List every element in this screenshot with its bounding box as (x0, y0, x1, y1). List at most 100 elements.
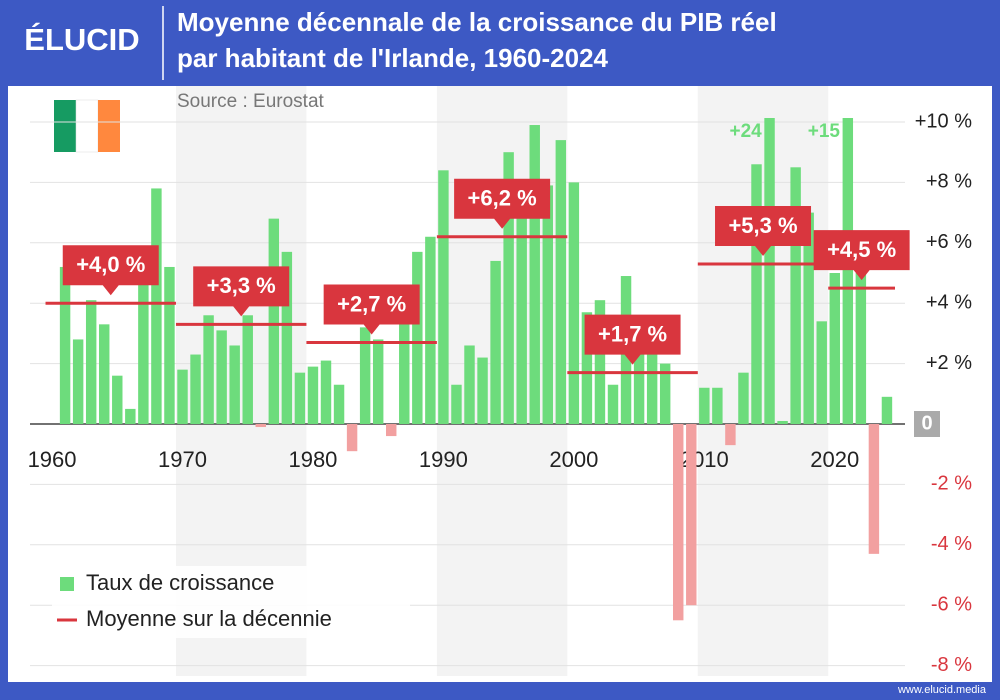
bar (816, 321, 827, 424)
bar (281, 251, 293, 424)
flag (54, 99, 120, 153)
bar (516, 197, 527, 424)
bar (386, 424, 397, 437)
bar (529, 125, 540, 425)
bar (203, 315, 214, 424)
bar (190, 354, 201, 424)
label-box (813, 230, 910, 281)
bar (138, 266, 149, 424)
y-tick-label: -6 % (931, 593, 972, 615)
y-tick-label: -8 % (931, 654, 972, 676)
title: par habitant de l'Irlande, 1960-2024 (177, 43, 609, 73)
bar (333, 384, 345, 424)
average-label: +1,7 % (598, 321, 667, 346)
bar (881, 396, 893, 424)
y-tick-label: +4 % (926, 291, 972, 313)
bar (725, 424, 736, 446)
bar (85, 300, 97, 424)
y-tick-label: +8 % (926, 171, 972, 193)
average-label: +2,7 % (337, 291, 406, 316)
label-box (454, 178, 551, 229)
bar (607, 384, 619, 424)
average-label: +4,5 % (827, 237, 896, 262)
bar (464, 345, 475, 424)
legend-box (52, 566, 410, 638)
bar (790, 167, 801, 425)
y-tick-label: +10 % (915, 110, 972, 132)
bar (255, 424, 266, 428)
bar (777, 420, 788, 424)
bar (268, 218, 280, 424)
bar (712, 387, 723, 424)
bar (216, 330, 227, 424)
bar (659, 363, 671, 424)
bar (99, 324, 110, 424)
x-tick-label: 1970 (158, 447, 207, 472)
bar (372, 339, 384, 424)
label-box (715, 205, 812, 256)
average-label: +6,2 % (468, 186, 537, 211)
bar (542, 185, 553, 424)
bar (320, 360, 332, 424)
x-tick-label: 1980 (288, 447, 337, 472)
y-tick-label: -4 % (931, 533, 972, 555)
y-tick-label: -2 % (931, 473, 972, 495)
bar (633, 348, 645, 424)
x-tick-label: 2000 (549, 447, 598, 472)
bar (151, 188, 162, 424)
bar-label: +15 (808, 121, 841, 142)
bar (72, 339, 84, 424)
bar (438, 170, 449, 424)
average-label: +4,0 % (76, 252, 145, 277)
bar (359, 327, 371, 424)
bar (490, 260, 501, 424)
bar (59, 266, 71, 424)
legend-label: Taux de croissance (86, 570, 274, 595)
bar (503, 152, 514, 424)
y-tick-label: +6 % (926, 231, 972, 253)
y-tick-label: 0 (921, 412, 932, 434)
source: Source : Eurostat (177, 91, 325, 112)
label-box (193, 266, 290, 317)
bar (568, 182, 580, 424)
bar (177, 369, 188, 424)
bar (451, 384, 462, 424)
bar (868, 424, 880, 554)
average-label: +5,3 % (728, 213, 797, 238)
bar (686, 424, 697, 606)
bar (738, 372, 749, 424)
bar (307, 366, 319, 424)
bar (581, 312, 593, 424)
bar (751, 164, 762, 424)
footer-url: www.elucid.media (897, 684, 987, 696)
bar (764, 118, 775, 424)
y-tick-label: +2 % (926, 352, 972, 374)
bar (555, 140, 567, 424)
bar (229, 345, 240, 424)
bar (242, 315, 253, 424)
label-box (584, 314, 681, 365)
zero-badge (914, 411, 940, 437)
bar (855, 273, 867, 424)
bar-label: +24 (729, 121, 762, 142)
bar (164, 266, 175, 424)
legend-swatch (60, 577, 74, 591)
bar (125, 408, 136, 424)
bar (699, 387, 710, 424)
logo: ÉLUCID (24, 22, 139, 57)
x-tick-label: 1990 (419, 447, 468, 472)
bar (803, 212, 814, 424)
bar (412, 251, 423, 424)
legend-label: Moyenne sur la décennie (86, 606, 332, 631)
plot (59, 118, 893, 621)
bar (673, 424, 684, 621)
bar (294, 372, 306, 424)
x-tick-label: 2020 (810, 447, 859, 472)
label-box (62, 245, 159, 296)
bar (112, 375, 123, 424)
bar (842, 118, 854, 424)
label-box (323, 284, 420, 335)
bar (425, 236, 436, 424)
title: Moyenne décennale de la croissance du PI… (177, 7, 777, 37)
